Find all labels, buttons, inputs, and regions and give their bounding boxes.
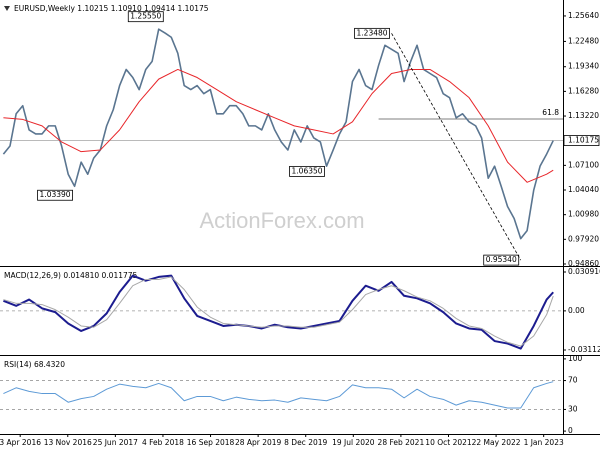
- price-label: 1.25550: [130, 12, 161, 21]
- watermark: ActionForex.com: [199, 208, 364, 233]
- series-line: [3, 381, 554, 409]
- price-label: 1.23480: [357, 28, 388, 37]
- x-tick-label: 1 Jan 2023: [524, 438, 564, 447]
- y-tick-label: 1.16280: [568, 86, 599, 95]
- y-tick-label: 1.19340: [568, 62, 599, 71]
- x-tick-label: 3 Apr 2016: [0, 438, 41, 447]
- y-tick-label: -0.031124: [568, 345, 600, 354]
- panel-title: EURUSD,Weekly 1.10215 1.10910 1.09414 1.…: [14, 4, 209, 13]
- y-tick-label: 1.25640: [568, 11, 599, 20]
- y-tick-label: 1.13220: [568, 111, 599, 120]
- y-tick-label: 0.00: [568, 306, 585, 315]
- y-tick-label: 70: [568, 376, 578, 385]
- panel-title: RSI(14) 68.4320: [4, 360, 65, 369]
- x-tick-label: 28 Apr 2019: [235, 438, 282, 447]
- x-tick-label: 28 Feb 2021: [378, 438, 425, 447]
- last-price-label: 1.10175: [568, 136, 599, 145]
- y-tick-label: 1.00980: [568, 210, 599, 219]
- x-tick-label: 8 Dec 2019: [284, 438, 327, 447]
- x-tick-label: 10 Oct 2021: [425, 438, 472, 447]
- y-tick-label: 1.04040: [568, 185, 599, 194]
- y-tick-label: 100: [568, 354, 583, 363]
- y-tick-label: 0: [568, 426, 573, 435]
- y-tick-label: 0.94860: [568, 259, 599, 268]
- price-label: 1.03390: [40, 190, 71, 199]
- series-line: [3, 276, 554, 347]
- series-line: [3, 68, 554, 183]
- price-label-box: [289, 165, 325, 177]
- price-label: 1.06350: [292, 166, 323, 175]
- x-tick-label: 4 Feb 2018: [142, 438, 184, 447]
- price-label-box: [37, 189, 73, 201]
- y-tick-label: 1.07100: [568, 160, 599, 169]
- last-price-box: [563, 135, 600, 146]
- y-tick-label: 30: [568, 404, 578, 413]
- price-label: 0.95340: [486, 255, 517, 264]
- symbol-menu-icon[interactable]: [4, 6, 10, 11]
- x-tick-label: 25 Jun 2017: [93, 438, 138, 447]
- trend-line: [391, 33, 522, 261]
- price-label-box: [354, 27, 390, 39]
- x-tick-label: 19 Jul 2020: [332, 438, 375, 447]
- y-tick-label: 0.030916: [568, 267, 600, 276]
- series-line: [2, 28, 554, 240]
- fib-label: 61.8: [542, 108, 559, 117]
- price-label-box: [483, 254, 520, 266]
- x-tick-label: 13 Nov 2016: [44, 438, 92, 447]
- x-tick-label: 22 May 2022: [472, 438, 521, 447]
- x-tick-label: 16 Sep 2018: [187, 438, 235, 447]
- price-label-box: [127, 11, 164, 23]
- series-line: [3, 274, 554, 350]
- y-tick-label: 0.97920: [568, 234, 599, 243]
- panel-title: MACD(12,26,9) 0.014810 0.011775: [4, 271, 138, 280]
- y-tick-label: 1.22480: [568, 36, 599, 45]
